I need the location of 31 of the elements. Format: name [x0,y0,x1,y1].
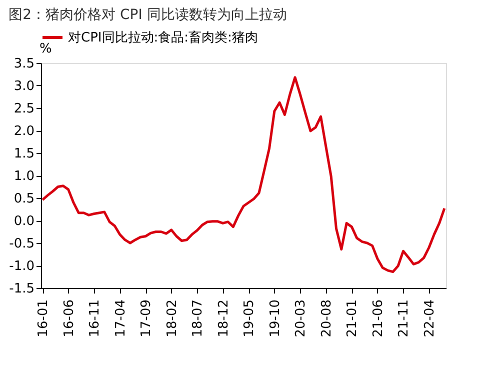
x-tick-label: 20-08 [319,300,334,338]
y-tick-label: 2.0 [14,124,34,139]
x-tick-label: 20-03 [294,300,309,338]
y-tick-label: -1.0 [9,259,34,274]
x-tick-label: 18-12 [216,300,232,338]
y-tick-label: 0.0 [14,214,34,229]
x-tick-label: 16-01 [36,300,52,338]
chart-title: 图2：猪肉价格对 CPI 同比读数转为向上拉动 [8,7,287,23]
y-tick-label: -0.5 [9,236,34,252]
x-tick-label: 21-01 [345,300,360,338]
y-tick-label: 1.5 [14,146,34,162]
legend-label: 对CPI同比拉动:食品:畜肉类:猪肉 [68,30,258,46]
y-tick-label: 1.0 [14,169,34,184]
x-tick-label: 17-09 [139,300,154,338]
x-tick-label: 22-04 [422,300,438,338]
y-tick-label: 3.5 [14,56,34,72]
x-tick-label: 17-04 [113,300,128,338]
y-tick-label: 3.0 [14,79,34,94]
y-tick-label: -1.5 [9,282,34,296]
x-tick-label: 21-11 [396,300,412,338]
x-tick-label: 16-11 [88,300,103,338]
x-tick-label: 21-06 [370,300,386,338]
x-tick-label: 18-07 [190,300,206,338]
y-tick-label: 0.5 [14,192,34,206]
x-tick-label: 19-05 [242,300,258,338]
x-tick-label: 19-10 [268,300,283,338]
x-tick-label: 16-06 [62,300,77,338]
line-series [41,76,446,274]
x-tick-label: 18-02 [164,300,180,338]
y-tick-label: 2.5 [14,102,34,116]
y-axis-title: % [40,42,52,56]
